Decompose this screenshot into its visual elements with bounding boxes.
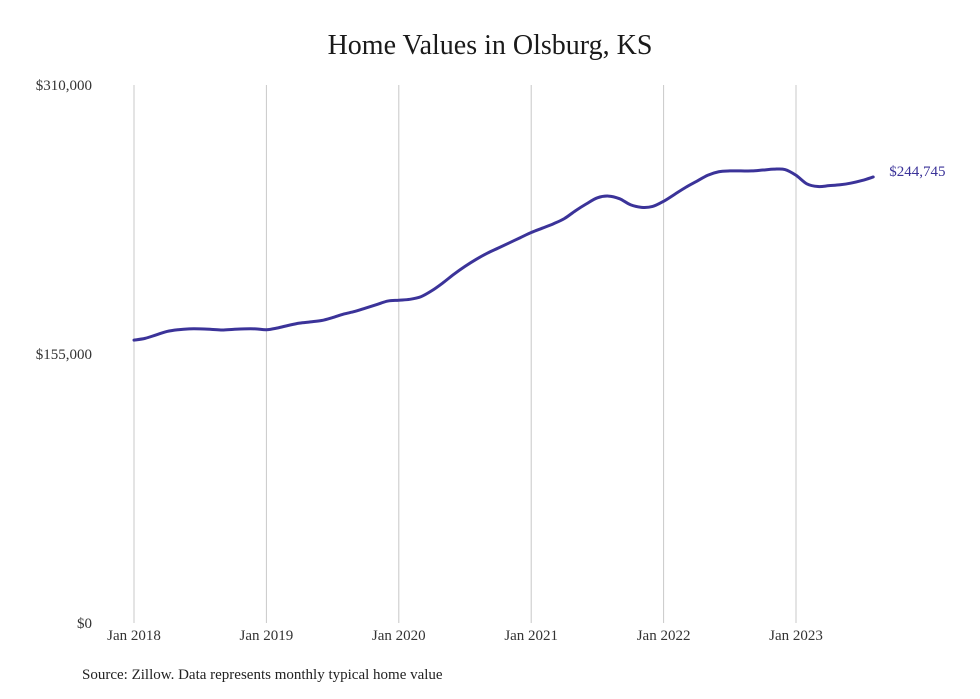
y-tick-label: $310,000	[36, 78, 92, 94]
x-tick-label: Jan 2022	[637, 628, 691, 644]
y-tick-label: $155,000	[36, 347, 92, 363]
chart-title: Home Values in Olsburg, KS	[327, 30, 653, 61]
series-line	[132, 167, 875, 342]
x-tick-label: Jan 2020	[372, 628, 426, 644]
source-note: Source: Zillow. Data represents monthly …	[82, 667, 443, 683]
x-tick-labels: Jan 2018 Jan 2019 Jan 2020 Jan 2021 Jan 2022…	[107, 628, 823, 644]
x-tick-label: Jan 2019	[240, 628, 294, 644]
x-tick-label: Jan 2018	[107, 628, 161, 644]
x-tick-label: Jan 2023	[769, 628, 823, 644]
y-tick-labels: $310,000 $155,000 $0	[36, 78, 92, 632]
end-value-label: $244,745	[889, 164, 945, 180]
x-tick-label: Jan 2021	[504, 628, 558, 644]
series-layer	[132, 167, 875, 342]
y-tick-label: $0	[77, 616, 92, 632]
grid-lines	[133, 85, 797, 623]
